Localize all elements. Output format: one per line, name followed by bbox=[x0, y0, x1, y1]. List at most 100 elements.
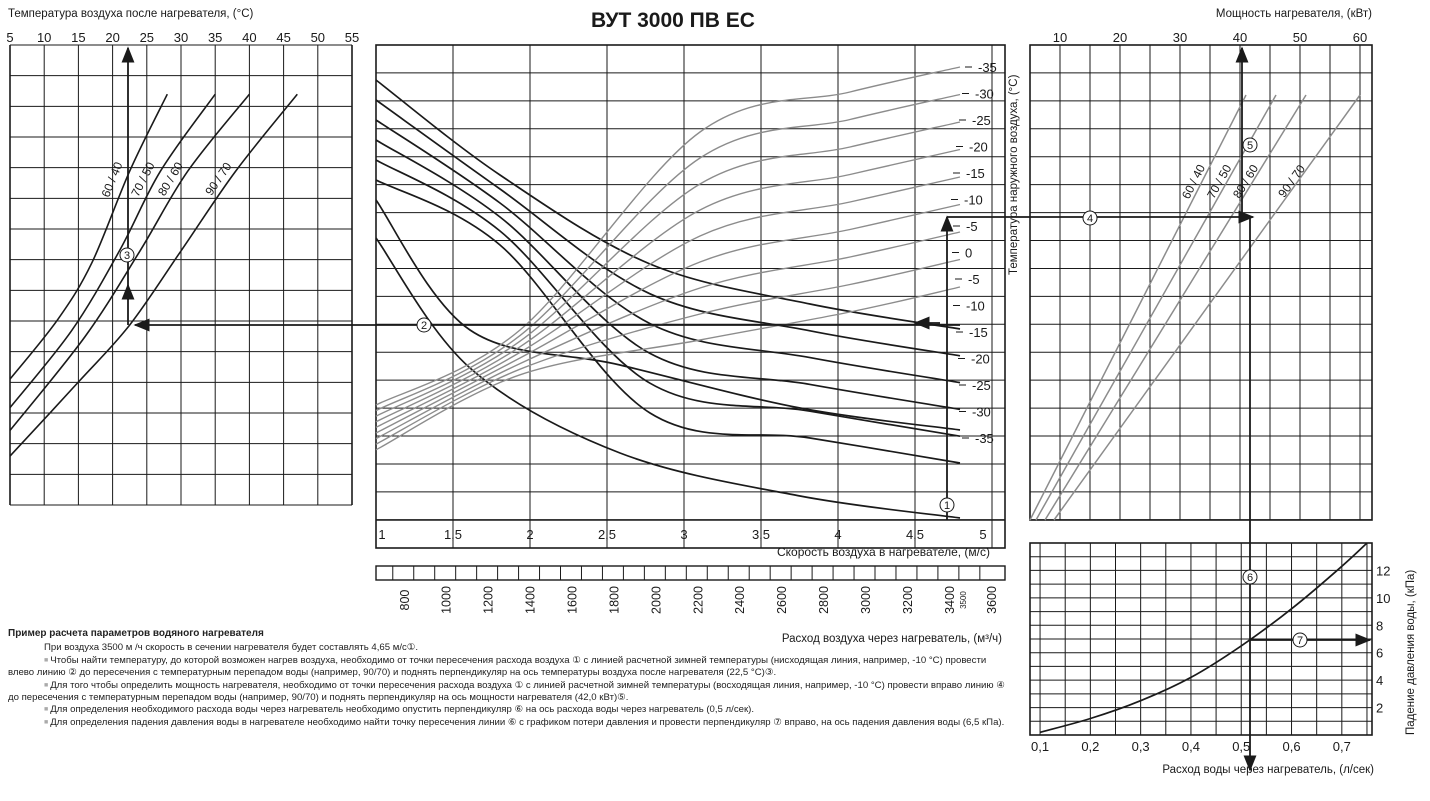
falling-curve bbox=[375, 179, 961, 464]
flow-tick-label: 1200 bbox=[482, 586, 496, 614]
notes-heading: Пример расчета параметров водяного нагре… bbox=[8, 628, 264, 639]
flow-tick-label: 1800 bbox=[607, 586, 621, 614]
temperature-axis-title: Температура наружного воздуха, (°C) bbox=[1008, 74, 1020, 275]
speed-tick-label: 3 bbox=[680, 527, 687, 542]
temp-label: -10 bbox=[966, 299, 985, 314]
step-5-label-circle bbox=[1242, 137, 1258, 153]
series-line bbox=[9, 93, 298, 457]
x-tick-label: 0,6 bbox=[1282, 739, 1300, 754]
pressure-drop-chart: 0,1 0,2 0,3 0,4 0,5 0,6 0,7 2 4 6 8 10 12 Расход воды… bbox=[1029, 542, 1417, 776]
x-tick-label: 25 bbox=[140, 30, 154, 45]
step-2-label-circle bbox=[416, 317, 432, 333]
speed-tick-label: 2,5 bbox=[598, 527, 616, 542]
series-line bbox=[1035, 94, 1277, 521]
flow-tick-label: 3600 bbox=[985, 586, 999, 614]
flow-tick-label: 1000 bbox=[440, 586, 454, 614]
x-tick-label: 60 bbox=[1353, 30, 1367, 45]
temp-label: -25 bbox=[972, 378, 991, 393]
temp-label: -5 bbox=[966, 219, 978, 234]
x-tick-label: 0,3 bbox=[1132, 739, 1150, 754]
speed-tick-label: 4 bbox=[834, 527, 841, 542]
speed-tick-label: 3,5 bbox=[752, 527, 770, 542]
rising-curve bbox=[375, 258, 961, 445]
x-tick-label: 40 bbox=[242, 30, 256, 45]
y-tick-label: 8 bbox=[1376, 618, 1383, 633]
x-tick-label: 35 bbox=[208, 30, 222, 45]
air-speed-chart: 1 1,5 2 2,5 3 3,5 4 4,5 5 Скорость воздуха в нагр… bbox=[375, 44, 1020, 559]
step-4-label: 4 bbox=[1087, 213, 1093, 225]
chart-title: ВУТ 3000 ПВ ЕС bbox=[591, 9, 755, 32]
series-line bbox=[9, 93, 216, 409]
falling-curve bbox=[375, 159, 961, 438]
rising-curve bbox=[375, 203, 961, 434]
flow-tick-label: 3400 bbox=[943, 586, 957, 614]
x-tick-label: 0,5 bbox=[1232, 739, 1250, 754]
x-axis-title: Температура воздуха после нагревателя, (… bbox=[8, 8, 254, 20]
x-tick-label: 10 bbox=[37, 30, 51, 45]
x-tick-label: 0,7 bbox=[1333, 739, 1351, 754]
x-tick-label: 20 bbox=[1113, 30, 1127, 45]
series-line bbox=[1053, 94, 1361, 521]
series-line bbox=[9, 93, 251, 431]
step-3-label: 3 bbox=[124, 250, 130, 262]
x-tick-label: 20 bbox=[105, 30, 119, 45]
y-axis-title: Падение давления воды, (кПа) bbox=[1405, 570, 1417, 735]
series-line bbox=[9, 93, 169, 380]
y-tick-label: 4 bbox=[1376, 673, 1383, 688]
step-1-label: 1 bbox=[944, 500, 950, 512]
falling-curve bbox=[375, 119, 961, 384]
notes-paragraph-3: Для того чтобы определить мощность нагре… bbox=[8, 680, 1008, 705]
x-axis-title: Мощность нагревателя, (кВт) bbox=[1216, 8, 1372, 20]
falling-curve bbox=[375, 139, 961, 411]
speed-tick-label: 4,5 bbox=[906, 527, 924, 542]
x-tick-label: 30 bbox=[174, 30, 188, 45]
y-tick-label: 2 bbox=[1376, 701, 1383, 716]
step-7-label-circle bbox=[1292, 632, 1308, 648]
flow-tick-label: 800 bbox=[398, 590, 412, 611]
flow-tick-label: 2800 bbox=[817, 586, 831, 614]
notes-paragraph-4: Для определения необходимого расхода вод… bbox=[8, 704, 1008, 716]
step-6-label-circle bbox=[1242, 569, 1258, 585]
example-construction: 1 2 3 4 5 6 7 bbox=[119, 46, 1372, 772]
temp-label: -20 bbox=[971, 352, 990, 367]
y-tick-label: 10 bbox=[1376, 591, 1390, 606]
step-1-label-circle bbox=[939, 497, 955, 513]
x-tick-label: 0,2 bbox=[1081, 739, 1099, 754]
series-line bbox=[1029, 94, 1247, 521]
x-tick-label: 50 bbox=[1293, 30, 1307, 45]
outlet-temperature-chart: 5 10 15 20 25 30 35 40 45 50 55 Температура воздуха… bbox=[6, 8, 359, 506]
notes-paragraph-5: Для определения падения давления воды в … bbox=[8, 717, 1008, 729]
speed-tick-label: 5 bbox=[979, 527, 986, 542]
air-flow-scale: 800 1000 1200 1400 1600 1800 2000 2200 2400 2600 2… bbox=[375, 565, 1006, 645]
flow-tick-label: 3200 bbox=[901, 586, 915, 614]
x-axis-title: Расход воды через нагреватель, (л/сек) bbox=[1162, 764, 1374, 776]
x-tick-label: 15 bbox=[71, 30, 85, 45]
flow-scale-box bbox=[375, 565, 1006, 581]
example-notes: Пример расчета параметров водяного нагре… bbox=[8, 628, 1008, 729]
plot-border bbox=[1029, 542, 1373, 736]
flow-tick-label: 3000 bbox=[859, 586, 873, 614]
temp-label: -30 bbox=[972, 405, 991, 420]
rising-curve bbox=[375, 66, 961, 406]
rising-curve bbox=[375, 176, 961, 429]
temp-label: -35 bbox=[975, 431, 994, 446]
rising-curve bbox=[375, 121, 961, 417]
temp-label: -15 bbox=[966, 166, 985, 181]
series-label: 90 / 70 bbox=[1275, 162, 1308, 200]
flow-tick-label: 1600 bbox=[566, 586, 580, 614]
rising-curve bbox=[375, 231, 961, 440]
x-tick-label: 0,1 bbox=[1031, 739, 1049, 754]
step-5-label: 5 bbox=[1247, 140, 1253, 152]
y-tick-label: 12 bbox=[1376, 563, 1390, 578]
x-tick-label: 55 bbox=[345, 30, 359, 45]
temp-label: 0 bbox=[965, 246, 972, 261]
series-label: 60 / 40 bbox=[99, 160, 126, 200]
step-6-label: 6 bbox=[1247, 572, 1253, 584]
speed-tick-label: 1 bbox=[378, 527, 385, 542]
falling-curve bbox=[375, 237, 961, 519]
pressure-curve bbox=[1039, 542, 1368, 734]
temp-label: -25 bbox=[972, 113, 991, 128]
notes-paragraph-2: Чтобы найти температуру, до которой возм… bbox=[8, 655, 1008, 680]
step-3-label-circle bbox=[119, 247, 135, 263]
rising-curve bbox=[375, 148, 961, 423]
